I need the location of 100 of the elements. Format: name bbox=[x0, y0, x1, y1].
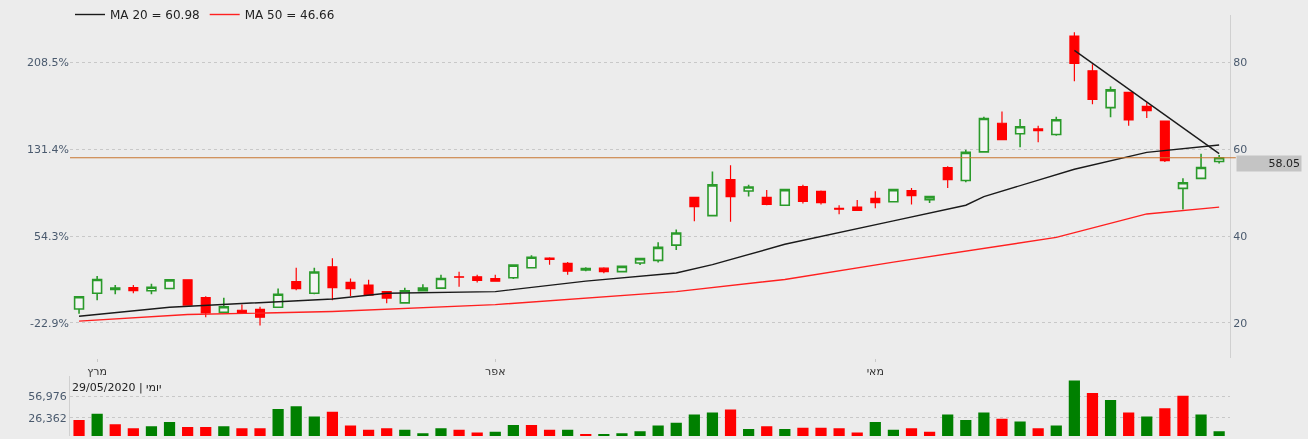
candlestick bbox=[182, 279, 193, 306]
y-tick-label: 80 bbox=[1233, 56, 1248, 70]
candlestick bbox=[1159, 120, 1170, 163]
bar bbox=[362, 429, 375, 436]
candlestick bbox=[291, 267, 302, 291]
candlestick bbox=[689, 196, 700, 222]
y-tick-label: 26,362 bbox=[28, 411, 67, 425]
candlestick bbox=[1069, 31, 1080, 82]
candlestick bbox=[472, 274, 483, 284]
bar bbox=[996, 418, 1008, 436]
bar bbox=[182, 426, 194, 436]
bar bbox=[942, 414, 954, 436]
bar bbox=[344, 425, 357, 436]
candlestick bbox=[1123, 91, 1134, 127]
bar bbox=[634, 431, 646, 436]
candlestick bbox=[815, 189, 827, 205]
bar bbox=[1014, 421, 1026, 436]
candlestick bbox=[490, 274, 501, 283]
bar bbox=[1068, 380, 1080, 436]
bar bbox=[1032, 428, 1044, 436]
candlestick bbox=[834, 204, 845, 215]
candlestick bbox=[761, 189, 772, 206]
bar bbox=[399, 429, 411, 436]
candlestick bbox=[707, 170, 718, 217]
bar bbox=[1086, 392, 1099, 436]
y2-tick-label: -22.9% bbox=[30, 316, 69, 330]
bar bbox=[779, 429, 791, 436]
candlestick bbox=[906, 187, 917, 205]
bar bbox=[308, 416, 320, 436]
candlestick bbox=[978, 115, 990, 153]
bar bbox=[960, 420, 972, 436]
bar bbox=[923, 431, 936, 436]
candlestick bbox=[942, 165, 953, 189]
bar bbox=[688, 414, 700, 436]
y-tick-label: 40 bbox=[1233, 229, 1248, 243]
candlestick bbox=[671, 228, 682, 251]
candlestick bbox=[327, 257, 338, 301]
bar bbox=[761, 426, 773, 436]
candlestick bbox=[309, 266, 320, 295]
bar bbox=[163, 422, 176, 436]
bar bbox=[145, 426, 158, 436]
y2-tick-label: 208.5% bbox=[27, 56, 69, 70]
bar bbox=[815, 427, 827, 436]
bar bbox=[417, 433, 429, 436]
candlestick bbox=[218, 296, 230, 314]
candlestick bbox=[164, 278, 175, 290]
legend-label: MA 50 = 46.66 bbox=[244, 8, 335, 23]
bar bbox=[652, 425, 664, 436]
candlestick bbox=[870, 190, 881, 209]
candlestick bbox=[1033, 125, 1044, 143]
bar bbox=[1195, 414, 1207, 436]
bar bbox=[381, 428, 393, 436]
candlestick bbox=[562, 261, 573, 276]
bar bbox=[670, 422, 682, 436]
bar bbox=[869, 422, 881, 436]
candlestick bbox=[345, 277, 356, 297]
candlestick bbox=[417, 283, 429, 293]
candlestick bbox=[743, 184, 754, 198]
candlestick bbox=[363, 279, 374, 296]
candlestick bbox=[526, 254, 537, 269]
bar bbox=[724, 409, 737, 436]
bar bbox=[453, 429, 465, 436]
bar bbox=[200, 426, 212, 436]
bar bbox=[525, 424, 538, 436]
bar bbox=[1123, 412, 1135, 436]
bar bbox=[1177, 395, 1189, 436]
candlestick bbox=[852, 199, 863, 212]
bar bbox=[507, 424, 519, 436]
candlestick bbox=[454, 271, 465, 288]
bar bbox=[290, 406, 302, 436]
candlestick bbox=[1105, 85, 1116, 118]
bar bbox=[127, 428, 139, 436]
candlestick bbox=[146, 282, 157, 295]
candlestick bbox=[725, 164, 736, 223]
bar bbox=[1159, 408, 1171, 436]
candlestick bbox=[1014, 118, 1026, 148]
ref-line-label: 58.05 bbox=[1268, 157, 1300, 170]
bar bbox=[797, 427, 809, 436]
candlestick bbox=[1051, 115, 1062, 137]
candlestick bbox=[435, 273, 447, 289]
x-tick-label: אפר bbox=[485, 364, 506, 378]
legend-label: MA 20 = 60.98 bbox=[110, 8, 200, 23]
bar bbox=[580, 433, 592, 436]
bar bbox=[91, 413, 103, 436]
y-tick-label: 20 bbox=[1233, 316, 1248, 330]
bar bbox=[109, 424, 121, 436]
bar bbox=[1104, 399, 1117, 436]
candlestick bbox=[779, 188, 791, 207]
bar bbox=[543, 429, 556, 436]
bar bbox=[218, 426, 230, 436]
bar bbox=[1141, 416, 1153, 436]
bar bbox=[743, 429, 755, 436]
bar bbox=[978, 412, 990, 436]
bar bbox=[254, 428, 266, 436]
bar bbox=[905, 428, 918, 436]
bar bbox=[833, 428, 845, 436]
bar bbox=[73, 420, 85, 436]
y2-tick-label: 54.3% bbox=[34, 229, 69, 243]
bar bbox=[1213, 431, 1225, 436]
candlestick bbox=[652, 241, 664, 264]
